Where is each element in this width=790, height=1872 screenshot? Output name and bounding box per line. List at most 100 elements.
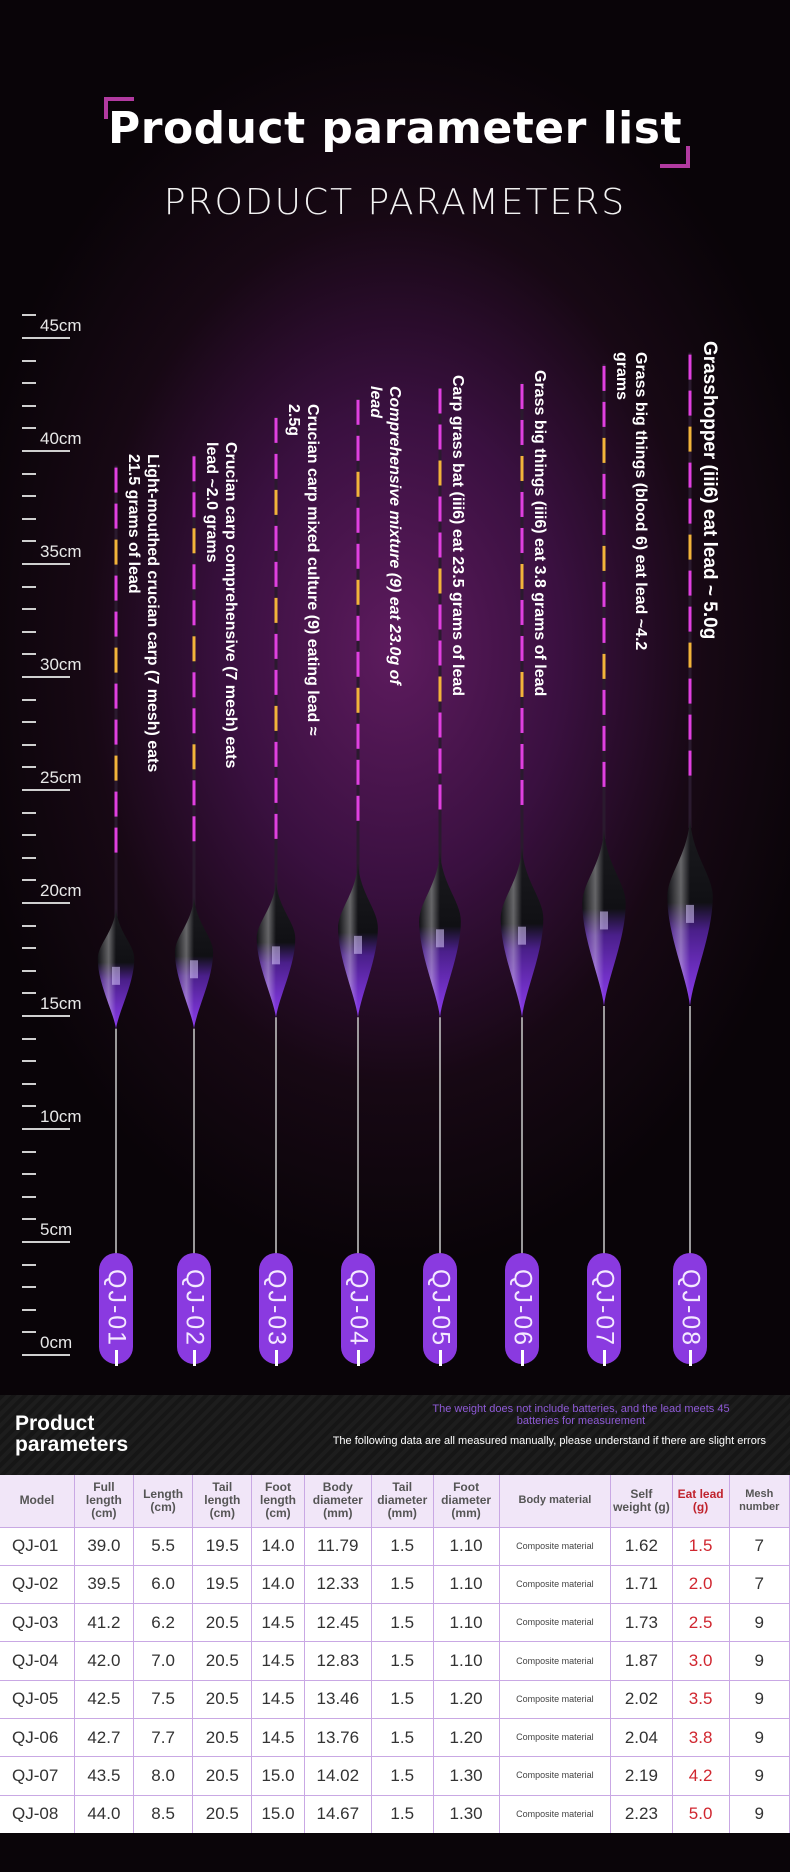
table-cell: 39.5	[74, 1564, 135, 1604]
model-badge: QJ-07	[587, 1253, 621, 1364]
ruler-label: 25cm	[40, 768, 82, 787]
ruler-label: 45cm	[40, 316, 82, 335]
float-base-marker	[357, 1350, 360, 1366]
table-cell: QJ-02	[0, 1564, 75, 1604]
table-cell: 1.87	[610, 1641, 673, 1681]
ruler-label: 10cm	[40, 1107, 82, 1126]
table-cell: 20.5	[192, 1756, 253, 1796]
ruler-label: 15cm	[40, 994, 82, 1013]
table-cell: 9	[729, 1641, 790, 1681]
table-cell: 1.5	[371, 1641, 434, 1681]
table-cell: 6.0	[133, 1564, 194, 1604]
float-brand-mark	[518, 926, 526, 945]
table-cell: 2.5	[672, 1603, 730, 1642]
table-cell: 41.2	[74, 1603, 135, 1642]
ruler-minor-tick	[22, 404, 36, 407]
float-base-marker	[521, 1350, 524, 1366]
float-base-marker	[689, 1350, 692, 1366]
float-description: Light-mouthed crucian carp (7 mesh) eats…	[125, 453, 161, 772]
ruler-minor-tick	[22, 585, 36, 588]
ruler-minor-tick	[22, 879, 36, 882]
ruler-minor-tick	[22, 608, 36, 611]
ruler-label: 35cm	[40, 542, 82, 561]
float-base-marker	[193, 1350, 196, 1366]
table-cell: QJ-03	[0, 1603, 75, 1642]
corner-bracket-top-left	[104, 97, 134, 119]
float-brand-mark	[112, 966, 120, 985]
table-cell: 2.0	[672, 1564, 730, 1604]
model-badge: QJ-02	[177, 1253, 211, 1364]
table-header-cell: Mesh number	[729, 1475, 790, 1527]
ruler-minor-tick	[22, 472, 36, 475]
table-row: QJ-03 41.2 6.2 20.5 14.5 12.45 1.5 1.10 Composit…	[0, 1603, 790, 1642]
float-brand-mark	[354, 935, 362, 954]
table-cell: 9	[729, 1679, 790, 1719]
params-title-line2: parameters	[15, 1433, 129, 1456]
table-cell: 1.71	[610, 1564, 673, 1604]
ruler-minor-tick	[22, 969, 36, 972]
ruler-minor-tick	[22, 1060, 36, 1063]
table-cell: 39.0	[74, 1526, 135, 1566]
float-7	[582, 363, 626, 1345]
table-row: QJ-01 39.0 5.5 19.5 14.0 11.79 1.5 1.10 Composit…	[0, 1526, 790, 1566]
ruler-minor-tick	[22, 382, 36, 385]
model-badge: QJ-01	[99, 1253, 133, 1364]
ruler-minor-tick	[22, 721, 36, 724]
ruler-minor-tick	[22, 992, 36, 995]
table-cell: 9	[729, 1794, 790, 1834]
table-cell: 14.5	[251, 1641, 305, 1681]
table-header-cell: Model	[0, 1475, 75, 1527]
ruler-major-tick	[22, 676, 70, 678]
table-cell: 1.20	[433, 1717, 500, 1757]
table-cell: 1.30	[433, 1794, 500, 1834]
table-cell: Composite material	[499, 1794, 612, 1834]
table-cell: 9	[729, 1756, 790, 1796]
table-cell: 5.5	[133, 1526, 194, 1566]
table-cell: 1.10	[433, 1564, 500, 1604]
ruler-minor-tick	[22, 1150, 36, 1153]
float-base-marker	[439, 1350, 442, 1366]
table-cell: 1.5	[371, 1794, 434, 1834]
float-brand-mark	[190, 960, 198, 979]
table-cell: 3.5	[672, 1679, 730, 1719]
ruler-major-tick	[22, 1354, 70, 1356]
table-cell: 42.7	[74, 1717, 135, 1757]
table-row: QJ-05 42.5 7.5 20.5 14.5 13.46 1.5 1.20 Composit…	[0, 1679, 790, 1719]
table-header-cell: Tail diameter (mm)	[371, 1475, 434, 1527]
ruler-minor-tick	[22, 766, 36, 769]
table-cell: 3.0	[672, 1641, 730, 1681]
table-cell: 1.5	[672, 1526, 730, 1566]
table-cell: 1.5	[371, 1679, 434, 1719]
table-cell: 9	[729, 1603, 790, 1642]
table-cell: QJ-08	[0, 1794, 75, 1834]
table-cell: 14.0	[251, 1564, 305, 1604]
table-cell: 2.23	[610, 1794, 673, 1834]
table-cell: 20.5	[192, 1603, 253, 1642]
ruler-minor-tick	[22, 1286, 36, 1289]
table-cell: QJ-05	[0, 1679, 75, 1719]
table-cell: 6.2	[133, 1603, 194, 1642]
float-8	[667, 352, 713, 1345]
float-description: Grass big things (blood 6) eat lead ~4.2…	[613, 351, 649, 651]
table-cell: 1.5	[371, 1603, 434, 1642]
ruler-minor-tick	[22, 698, 36, 701]
ruler-minor-tick	[22, 495, 36, 498]
table-cell: 44.0	[74, 1794, 135, 1834]
table-cell: 1.73	[610, 1603, 673, 1642]
float-6	[500, 381, 544, 1345]
ruler-label: 40cm	[40, 429, 82, 448]
table-cell: 13.76	[304, 1717, 372, 1757]
table-cell: Composite material	[499, 1641, 612, 1681]
float-description: Grasshopper (iii6) eat lead ~ 5.0g	[699, 340, 720, 639]
table-cell: 2.02	[610, 1679, 673, 1719]
float-description: Crucian carp mixed culture (9) eating le…	[285, 403, 321, 736]
ruler-minor-tick	[22, 743, 36, 746]
float-base-marker	[275, 1350, 278, 1366]
table-cell: 1.10	[433, 1641, 500, 1681]
float-brand-mark	[686, 904, 694, 923]
table-header-cell: Body diameter (mm)	[304, 1475, 372, 1527]
table-row: QJ-08 44.0 8.5 20.5 15.0 14.67 1.5 1.30 Composit…	[0, 1794, 790, 1834]
table-header-cell: Self weight (g)	[610, 1475, 673, 1527]
table-cell: 20.5	[192, 1717, 253, 1757]
table-cell: 12.45	[304, 1603, 372, 1642]
